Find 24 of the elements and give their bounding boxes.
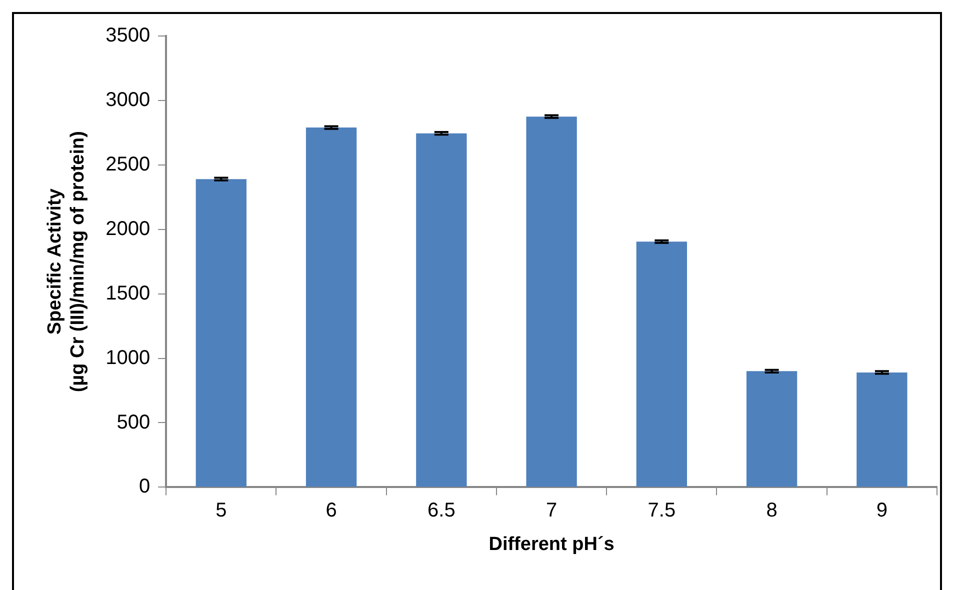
- y-axis-title: Specific Activity (µg Cr (III)/min/mg of protein): [44, 131, 88, 392]
- x-tick-label: 6.5: [428, 500, 456, 522]
- bar: [636, 242, 688, 487]
- bar: [526, 116, 577, 487]
- x-tick-label: 9: [876, 500, 888, 522]
- y-tick-label: 2000: [106, 218, 150, 240]
- x-tick-label: 6: [326, 500, 337, 522]
- bar: [856, 372, 908, 487]
- y-tick-label: 1000: [106, 346, 150, 369]
- y-tick-label: 2500: [106, 153, 150, 176]
- y-tick-label: 0: [138, 476, 150, 498]
- x-tick-label: 7.5: [648, 500, 676, 522]
- y-tick-label: 1500: [106, 282, 150, 304]
- bar: [306, 128, 357, 487]
- y-tick-label: 3000: [106, 88, 150, 111]
- x-tick-label: 7: [546, 500, 558, 522]
- x-tick-label: 5: [216, 500, 227, 522]
- bar: [416, 133, 467, 487]
- y-tick-label: 3500: [106, 24, 150, 47]
- y-tick-label: 500: [116, 411, 150, 434]
- x-axis-title: Different pH´s: [488, 534, 614, 555]
- bar: [746, 371, 798, 487]
- x-tick-label: 8: [766, 500, 778, 522]
- bar: [196, 179, 246, 487]
